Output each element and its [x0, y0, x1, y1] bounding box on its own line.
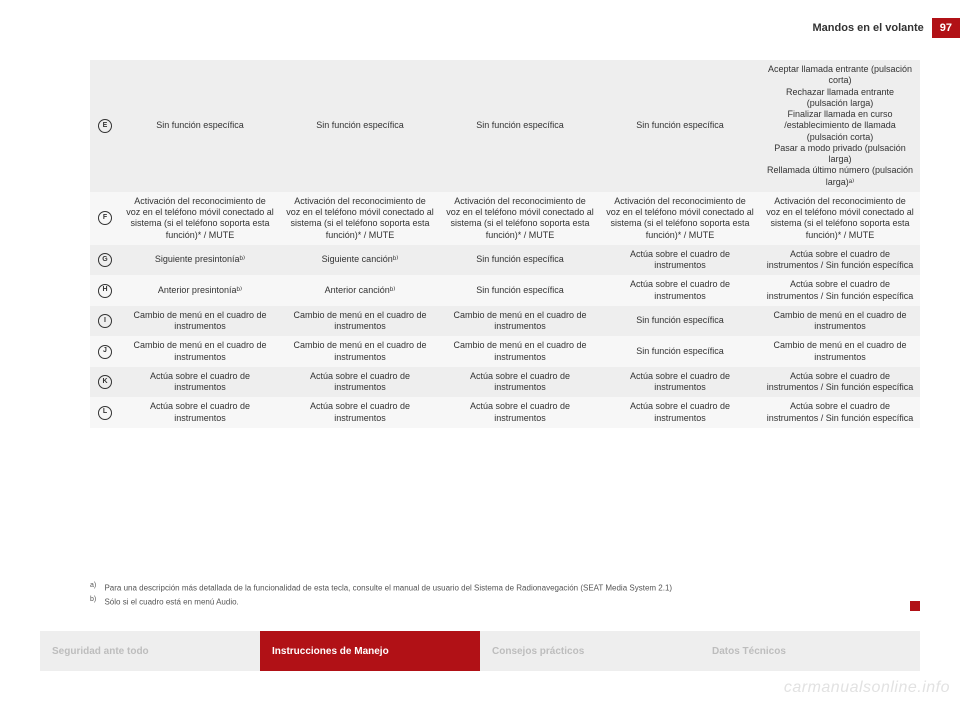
table-cell: Activación del reconocimiento de voz en …: [440, 192, 600, 245]
row-label-icon: K: [98, 375, 112, 389]
table-cell: Siguiente canciónᵇ⁾: [280, 245, 440, 276]
table-cell: Actúa sobre el cuadro de instrumentos: [440, 397, 600, 428]
table-cell: Anterior presintoníaᵇ⁾: [120, 275, 280, 306]
row-label-icon: I: [98, 314, 112, 328]
footnote-a-text: Para una descripción más detallada de la…: [104, 583, 672, 592]
footer-tab[interactable]: Instrucciones de Manejo: [260, 631, 480, 671]
watermark-text: carmanualsonline.info: [784, 679, 950, 697]
footnote-a: a) Para una descripción más detallada de…: [90, 582, 920, 593]
footer-tab[interactable]: Datos Técnicos: [700, 631, 920, 671]
table-cell: Cambio de menú en el cuadro de instrumen…: [440, 306, 600, 337]
table-cell: Activación del reconocimiento de voz en …: [760, 192, 920, 245]
table-cell: Aceptar llamada entrante (pulsación cort…: [760, 60, 920, 192]
table-cell: Actúa sobre el cuadro de instrumentos: [120, 397, 280, 428]
table-cell: Cambio de menú en el cuadro de instrumen…: [280, 306, 440, 337]
table-cell: Cambio de menú en el cuadro de instrumen…: [120, 306, 280, 337]
table-cell: Actúa sobre el cuadro de instrumentos / …: [760, 275, 920, 306]
table-cell: Actúa sobre el cuadro de instrumentos: [600, 397, 760, 428]
footnote-b-label: b): [90, 596, 96, 603]
row-label-icon: H: [98, 284, 112, 298]
row-label-cell: K: [90, 367, 120, 398]
table-cell: Actúa sobre el cuadro de instrumentos: [600, 275, 760, 306]
table-cell: Sin función específica: [600, 60, 760, 192]
table-cell: Sin función específica: [280, 60, 440, 192]
row-label-icon: J: [98, 345, 112, 359]
row-label-cell: J: [90, 336, 120, 367]
table-cell: Cambio de menú en el cuadro de instrumen…: [440, 336, 600, 367]
footnote-a-label: a): [90, 582, 96, 589]
footer-tab[interactable]: Seguridad ante todo: [40, 631, 260, 671]
table-row: KActúa sobre el cuadro de instrumentosAc…: [90, 367, 920, 398]
footnote-b-text: Sólo si el cuadro está en menú Audio.: [104, 598, 238, 607]
row-label-cell: E: [90, 60, 120, 192]
table-cell: Sin función específica: [600, 306, 760, 337]
footer-tab[interactable]: Consejos prácticos: [480, 631, 700, 671]
table-row: I Cambio de menú en el cuadro de instrume…: [90, 306, 920, 337]
section-title: Mandos en el volante: [813, 22, 924, 34]
footnote-b: b) Sólo si el cuadro está en menú Audio.: [90, 596, 920, 607]
table-cell: Actúa sobre el cuadro de instrumentos: [600, 367, 760, 398]
table-cell: Cambio de menú en el cuadro de instrumen…: [760, 306, 920, 337]
table-cell: Anterior canciónᵇ⁾: [280, 275, 440, 306]
table-cell: Actúa sobre el cuadro de instrumentos / …: [760, 245, 920, 276]
page-number: 97: [932, 18, 960, 38]
table-cell: Actúa sobre el cuadro de instrumentos: [280, 397, 440, 428]
footnotes: a) Para una descripción más detallada de…: [90, 582, 920, 611]
row-label-cell: I: [90, 306, 120, 337]
table-cell: Actúa sobre el cuadro de instrumentos / …: [760, 397, 920, 428]
table-cell: Sin función específica: [440, 245, 600, 276]
row-label-cell: F: [90, 192, 120, 245]
table-cell: Actúa sobre el cuadro de instrumentos: [440, 367, 600, 398]
row-label-cell: L: [90, 397, 120, 428]
table-row: LActúa sobre el cuadro de instrumentosAc…: [90, 397, 920, 428]
row-label-icon: E: [98, 119, 112, 133]
table-row: J Cambio de menú en el cuadro de instrume…: [90, 336, 920, 367]
table-cell: Cambio de menú en el cuadro de instrumen…: [280, 336, 440, 367]
row-label-icon: F: [98, 211, 112, 225]
table-cell: Sin función específica: [600, 336, 760, 367]
end-marker-icon: [910, 601, 920, 611]
table-cell: Actúa sobre el cuadro de instrumentos: [120, 367, 280, 398]
table-cell: Cambio de menú en el cuadro de instrumen…: [120, 336, 280, 367]
table-row: H Anterior presintoníaᵇ⁾Anterior canciónᵇ…: [90, 275, 920, 306]
table-row: F Activación del reconocimiento de voz en…: [90, 192, 920, 245]
table-cell: Sin función específica: [440, 275, 600, 306]
row-label-cell: G: [90, 245, 120, 276]
table-cell: Activación del reconocimiento de voz en …: [600, 192, 760, 245]
table-cell: Sin función específica: [120, 60, 280, 192]
table-row: ESin función específicaSin función espec…: [90, 60, 920, 192]
table-cell: Actúa sobre el cuadro de instrumentos: [600, 245, 760, 276]
table-row: G Siguiente presintoníaᵇ⁾Siguiente canció…: [90, 245, 920, 276]
row-label-cell: H: [90, 275, 120, 306]
controls-table: ESin función específicaSin función espec…: [90, 60, 920, 428]
table-cell: Siguiente presintoníaᵇ⁾: [120, 245, 280, 276]
table-cell: Activación del reconocimiento de voz en …: [120, 192, 280, 245]
row-label-icon: L: [98, 406, 112, 420]
table-cell: Actúa sobre el cuadro de instrumentos / …: [760, 367, 920, 398]
page-header: Mandos en el volante 97: [813, 18, 960, 38]
footer-tabs: Seguridad ante todoInstrucciones de Mane…: [40, 631, 920, 671]
table-cell: Activación del reconocimiento de voz en …: [280, 192, 440, 245]
table-cell: Sin función específica: [440, 60, 600, 192]
table-cell: Actúa sobre el cuadro de instrumentos: [280, 367, 440, 398]
row-label-icon: G: [98, 253, 112, 267]
table-cell: Cambio de menú en el cuadro de instrumen…: [760, 336, 920, 367]
